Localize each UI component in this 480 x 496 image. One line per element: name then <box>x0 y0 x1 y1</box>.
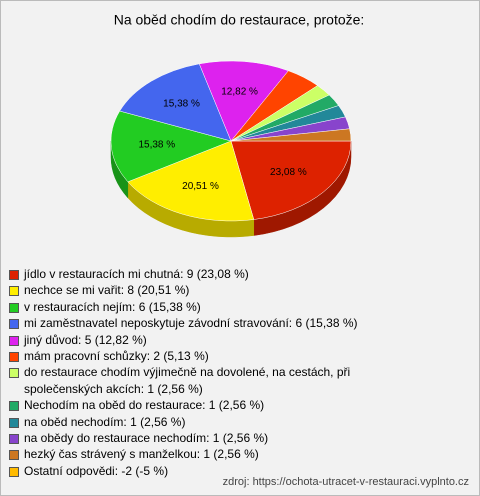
slice-label: 15,38 % <box>163 99 200 110</box>
legend-label: do restaurace chodím výjimečně na dovole… <box>24 365 351 396</box>
legend-swatch <box>9 434 19 445</box>
legend-swatch <box>9 335 19 346</box>
chart-title: Na oběd chodím do restaurace, protože: <box>114 12 365 28</box>
legend-item: mi zaměstnavatel neposkytuje závodní str… <box>9 315 469 331</box>
legend-label: Ostatní odpovědi: -2 (-5 %) <box>24 463 169 478</box>
legend-swatch <box>9 450 19 461</box>
slice-label: 15,38 % <box>138 139 175 150</box>
slice <box>110 110 232 183</box>
legend-swatch <box>9 302 19 313</box>
legend-item: jiný důvod: 5 (12,82 %) <box>9 332 469 348</box>
legend: jídlo v restauracích mi chutná: 9 (23,08… <box>9 266 469 479</box>
slice <box>127 140 255 222</box>
slice-label: 12,82 % <box>221 86 258 97</box>
slice-label: 23,08 % <box>270 167 307 178</box>
legend-label: na oběd nechodím: 1 (2,56 %) <box>24 414 186 429</box>
legend-item: hezký čas strávený s manželkou: 1 (2,56 … <box>9 446 469 462</box>
legend-label: mi zaměstnavatel neposkytuje závodní str… <box>24 316 358 331</box>
pie-tops <box>110 60 352 222</box>
slice <box>198 60 289 142</box>
legend-swatch <box>9 270 19 280</box>
legend-swatch <box>9 352 19 363</box>
slice-label: 20,51 % <box>182 181 219 192</box>
legend-label: na obědy do restaurace nechodím: 1 (2,56… <box>24 431 269 446</box>
legend-label: mám pracovní schůzky: 2 (5,13 %) <box>24 349 209 364</box>
legend-item: jídlo v restauracích mi chutná: 9 (23,08… <box>9 266 469 282</box>
legend-swatch <box>9 417 19 428</box>
legend-item: nechce se mi vařit: 8 (20,51 %) <box>9 282 469 298</box>
legend-label: v restauracích nejím: 6 (15,38 %) <box>24 299 201 314</box>
legend-item: na obědy do restaurace nechodím: 1 (2,56… <box>9 430 469 446</box>
legend-swatch <box>9 319 19 330</box>
pie-area: Na oběd chodím do restaurace, protože: 2… <box>110 12 365 238</box>
legend-item: do restaurace chodím výjimečně na dovole… <box>9 364 469 397</box>
slice <box>119 63 232 142</box>
legend-label: Nechodím na oběd do restaurace: 1 (2,56 … <box>24 398 265 413</box>
legend-label: jídlo v restauracích mi chutná: 9 (23,08… <box>24 267 249 281</box>
legend-item: na oběd nechodím: 1 (2,56 %) <box>9 414 469 430</box>
legend-swatch <box>9 401 19 412</box>
slice <box>230 140 352 220</box>
legend-swatch <box>9 466 19 477</box>
source: zdroj: https://ochota-utracet-v-restaura… <box>222 476 469 488</box>
legend-item: v restauracích nejím: 6 (15,38 %) <box>9 299 469 315</box>
slice-labels: 23,08 % 20,51 % 15,38 % 15,38 % 12,82 % <box>138 86 306 192</box>
legend-swatch <box>9 286 19 297</box>
slice <box>230 128 352 142</box>
legend-item: mám pracovní schůzky: 2 (5,13 %) <box>9 348 469 364</box>
legend-item: Ostatní odpovědi: -2 (-5 %) <box>9 463 469 479</box>
legend-label: nechce se mi vařit: 8 (20,51 %) <box>24 283 190 298</box>
legend-label: hezký čas strávený s manželkou: 1 (2,56 … <box>24 447 259 462</box>
legend-swatch <box>9 368 19 379</box>
legend-item: Nechodím na oběd do restaurace: 1 (2,56 … <box>9 397 469 413</box>
legend-label: jiný důvod: 5 (12,82 %) <box>24 332 147 347</box>
